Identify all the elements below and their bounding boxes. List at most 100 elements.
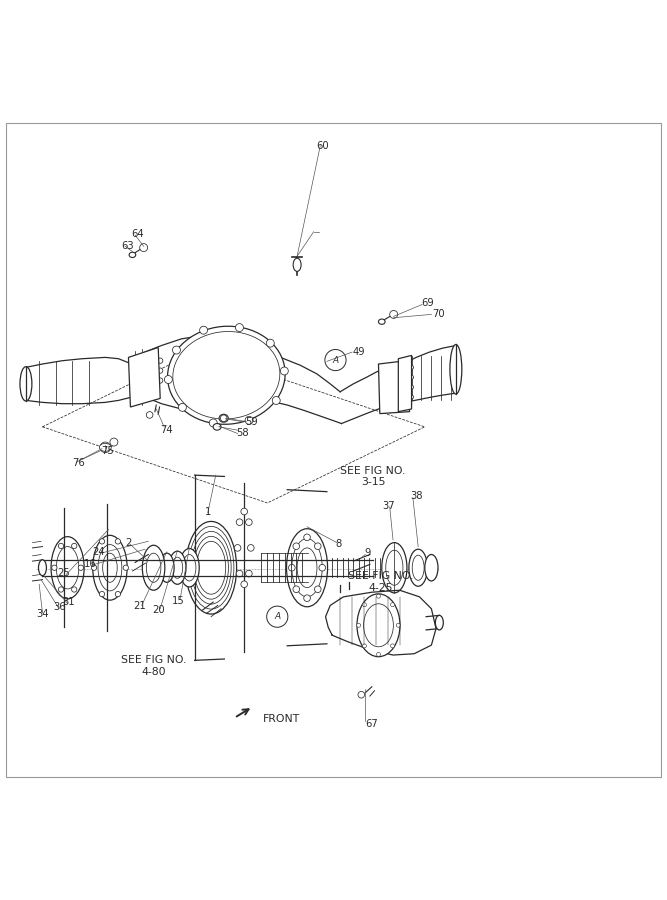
Ellipse shape bbox=[219, 414, 228, 422]
Circle shape bbox=[241, 508, 247, 515]
Circle shape bbox=[319, 564, 325, 571]
Circle shape bbox=[58, 587, 63, 592]
Ellipse shape bbox=[412, 555, 424, 580]
Circle shape bbox=[146, 411, 153, 418]
Circle shape bbox=[357, 624, 361, 627]
Ellipse shape bbox=[357, 594, 400, 657]
Ellipse shape bbox=[191, 531, 231, 604]
Ellipse shape bbox=[188, 526, 234, 609]
Circle shape bbox=[115, 539, 121, 544]
Text: 9: 9 bbox=[365, 548, 371, 558]
Circle shape bbox=[267, 606, 288, 627]
Text: A: A bbox=[274, 612, 280, 621]
Ellipse shape bbox=[197, 541, 225, 594]
Ellipse shape bbox=[159, 554, 174, 582]
Circle shape bbox=[139, 244, 147, 252]
Circle shape bbox=[52, 565, 57, 571]
Circle shape bbox=[293, 543, 299, 550]
Text: FRONT: FRONT bbox=[263, 715, 300, 724]
Circle shape bbox=[245, 571, 252, 577]
Text: 16: 16 bbox=[84, 559, 97, 569]
Ellipse shape bbox=[99, 444, 111, 451]
Circle shape bbox=[390, 644, 394, 648]
Circle shape bbox=[280, 367, 288, 375]
Circle shape bbox=[234, 544, 241, 551]
Circle shape bbox=[358, 691, 365, 698]
Polygon shape bbox=[129, 347, 160, 407]
Circle shape bbox=[410, 375, 414, 379]
Ellipse shape bbox=[179, 549, 199, 587]
Ellipse shape bbox=[425, 554, 438, 581]
Circle shape bbox=[209, 419, 217, 427]
Text: SEE FIG NO.
4-80: SEE FIG NO. 4-80 bbox=[121, 655, 186, 677]
Circle shape bbox=[303, 595, 310, 601]
Text: 64: 64 bbox=[131, 230, 144, 239]
Circle shape bbox=[235, 324, 243, 331]
Text: 63: 63 bbox=[121, 241, 133, 251]
Text: A: A bbox=[332, 356, 339, 364]
Ellipse shape bbox=[169, 551, 186, 584]
Ellipse shape bbox=[146, 554, 161, 582]
Ellipse shape bbox=[20, 366, 32, 401]
Ellipse shape bbox=[185, 521, 237, 614]
Text: 25: 25 bbox=[57, 568, 70, 578]
Ellipse shape bbox=[56, 546, 79, 589]
Circle shape bbox=[157, 368, 163, 373]
Ellipse shape bbox=[213, 424, 221, 430]
Circle shape bbox=[164, 375, 172, 383]
Circle shape bbox=[315, 543, 321, 550]
Circle shape bbox=[245, 519, 252, 526]
Circle shape bbox=[245, 417, 253, 424]
Circle shape bbox=[410, 365, 414, 369]
Ellipse shape bbox=[142, 545, 165, 590]
Ellipse shape bbox=[173, 331, 280, 419]
Ellipse shape bbox=[98, 544, 122, 591]
Text: 70: 70 bbox=[432, 309, 444, 319]
Text: 74: 74 bbox=[161, 425, 173, 436]
Text: 59: 59 bbox=[245, 417, 258, 427]
Ellipse shape bbox=[194, 536, 228, 599]
Circle shape bbox=[100, 442, 111, 453]
Text: 60: 60 bbox=[317, 140, 329, 150]
Text: 21: 21 bbox=[133, 601, 146, 611]
Circle shape bbox=[236, 571, 243, 577]
Text: 1: 1 bbox=[205, 508, 211, 518]
Circle shape bbox=[390, 310, 398, 319]
Text: 8: 8 bbox=[336, 539, 342, 549]
Ellipse shape bbox=[103, 554, 117, 582]
Circle shape bbox=[390, 603, 394, 607]
Text: 36: 36 bbox=[53, 602, 66, 612]
Ellipse shape bbox=[183, 554, 196, 581]
Ellipse shape bbox=[436, 616, 444, 630]
Ellipse shape bbox=[287, 528, 327, 607]
Circle shape bbox=[396, 624, 400, 627]
Text: 2: 2 bbox=[125, 537, 131, 547]
Ellipse shape bbox=[293, 258, 301, 272]
Circle shape bbox=[303, 534, 310, 541]
Circle shape bbox=[71, 587, 77, 592]
Text: 24: 24 bbox=[92, 547, 105, 557]
Circle shape bbox=[241, 581, 247, 588]
Circle shape bbox=[99, 591, 105, 597]
Ellipse shape bbox=[93, 536, 127, 600]
Ellipse shape bbox=[409, 549, 428, 586]
Ellipse shape bbox=[386, 550, 403, 585]
Circle shape bbox=[236, 519, 243, 526]
Circle shape bbox=[272, 397, 280, 404]
Text: 75: 75 bbox=[101, 446, 113, 456]
Circle shape bbox=[157, 358, 163, 364]
Circle shape bbox=[123, 565, 129, 571]
Ellipse shape bbox=[172, 557, 183, 579]
Text: SEE FIG NO.
3-15: SEE FIG NO. 3-15 bbox=[340, 465, 406, 487]
Text: 49: 49 bbox=[352, 347, 365, 357]
Text: 15: 15 bbox=[172, 596, 185, 606]
Circle shape bbox=[362, 603, 366, 607]
Ellipse shape bbox=[450, 345, 462, 394]
Circle shape bbox=[410, 385, 414, 389]
Circle shape bbox=[110, 438, 118, 446]
Text: 67: 67 bbox=[366, 719, 378, 730]
Polygon shape bbox=[398, 356, 412, 411]
Circle shape bbox=[362, 644, 366, 648]
Text: 37: 37 bbox=[383, 500, 396, 510]
Circle shape bbox=[376, 594, 380, 598]
